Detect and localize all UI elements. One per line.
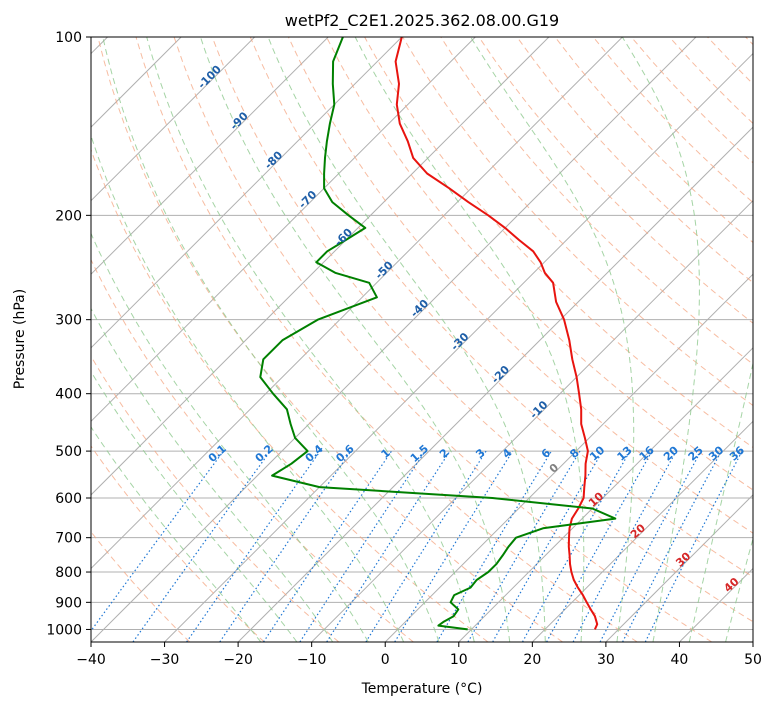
isotherm-gridline bbox=[531, 420, 753, 642]
y-tick-label: 100 bbox=[55, 30, 82, 46]
moist-adiabat bbox=[688, 361, 753, 642]
mixing-ratio-line bbox=[262, 450, 392, 642]
x-axis: −40 −30 −20 −10 0 10 20 30 40 50 bbox=[76, 642, 762, 668]
isotherm-gridline bbox=[91, 37, 697, 642]
dry-adiabat bbox=[91, 445, 265, 642]
temperature-trace bbox=[394, 37, 599, 630]
x-tick-label: 10 bbox=[450, 652, 468, 668]
mixing-ratio-line bbox=[546, 450, 653, 642]
x-tick-label: 30 bbox=[597, 652, 615, 668]
mixing-ratio-line bbox=[132, 450, 271, 642]
dry-adiabat bbox=[135, 37, 638, 642]
y-tick-label: 1000 bbox=[46, 622, 82, 638]
chart-title: wetPf2_C2E1.2025.362.08.00.G19 bbox=[285, 11, 559, 31]
x-tick-label: 0 bbox=[381, 652, 390, 668]
x-tick-label: −30 bbox=[150, 652, 180, 668]
y-tick-label: 500 bbox=[55, 444, 82, 460]
moist-adiabat bbox=[354, 37, 585, 642]
moist-adiabat bbox=[91, 134, 405, 642]
y-axis: 100 200 300 400 500 600 700 800 900 1000 bbox=[46, 30, 91, 638]
x-tick-label: 40 bbox=[671, 652, 689, 668]
x-tick-label: −10 bbox=[297, 652, 327, 668]
plot-frame bbox=[90, 36, 754, 643]
moist-adiabat bbox=[91, 232, 369, 642]
mixing-ratio-line bbox=[394, 450, 514, 642]
isotherm-gridline bbox=[384, 273, 753, 642]
mixing-ratio-line bbox=[219, 450, 352, 642]
mixing-ratio-lines bbox=[91, 450, 743, 642]
background-grid bbox=[91, 37, 753, 642]
moist-adiabat bbox=[725, 536, 753, 642]
isotherm-gridline bbox=[91, 37, 623, 570]
sounding-traces bbox=[259, 37, 617, 631]
moist-adiabat bbox=[200, 37, 511, 642]
isotherm-gridline bbox=[91, 37, 476, 423]
dry-adiabat bbox=[91, 355, 340, 642]
moist-adiabat bbox=[621, 37, 700, 642]
dry-adiabat bbox=[287, 37, 753, 534]
moist-adiabat bbox=[91, 426, 262, 642]
dry-adiabat bbox=[249, 37, 753, 578]
mixing-ratio-line bbox=[186, 450, 321, 642]
moist-adiabat bbox=[146, 37, 475, 642]
mixing-ratio-line bbox=[91, 450, 224, 632]
dry-adiabat bbox=[91, 258, 414, 642]
y-axis-label: Pressure (hPa) bbox=[12, 289, 28, 389]
isotherm-gridline bbox=[237, 126, 753, 642]
x-axis-label: Temperature (°C) bbox=[361, 681, 483, 697]
x-tick-label: 20 bbox=[523, 652, 541, 668]
dry-adiabat bbox=[326, 37, 753, 491]
y-tick-label: 400 bbox=[55, 387, 82, 403]
y-tick-label: 700 bbox=[55, 531, 82, 547]
isotherm-gridline bbox=[91, 37, 256, 202]
mixing-ratio-line bbox=[572, 450, 677, 642]
isotherm-gridline bbox=[91, 37, 550, 496]
dewpoint-trace bbox=[259, 37, 617, 631]
x-tick-label: −20 bbox=[223, 652, 253, 668]
isotherm-gridline bbox=[605, 494, 753, 642]
isotherm-gridline bbox=[458, 347, 753, 642]
x-tick-label: −40 bbox=[76, 652, 106, 668]
isotherm-gridline bbox=[164, 52, 753, 642]
y-tick-label: 900 bbox=[55, 595, 82, 611]
isotherm-gridline bbox=[91, 37, 329, 275]
dry-adiabat bbox=[211, 37, 753, 623]
moist-adiabat bbox=[91, 307, 334, 642]
mixing-ratio-line bbox=[521, 450, 631, 642]
y-tick-label: 600 bbox=[55, 491, 82, 507]
dry-adiabat bbox=[97, 37, 563, 642]
dry-adiabat bbox=[173, 37, 713, 642]
y-tick-label: 200 bbox=[55, 208, 82, 224]
x-tick-label: 50 bbox=[744, 652, 762, 668]
mixing-ratio-line bbox=[326, 450, 451, 642]
moist-adiabat bbox=[91, 370, 298, 642]
y-tick-label: 300 bbox=[55, 313, 82, 329]
moist-adiabat bbox=[267, 37, 546, 642]
mixing-ratio-line bbox=[299, 450, 426, 642]
isotherm-gridline bbox=[91, 37, 403, 349]
moist-adiabat bbox=[102, 37, 440, 642]
mixing-ratio-line bbox=[644, 450, 743, 642]
y-tick-label: 800 bbox=[55, 565, 82, 581]
